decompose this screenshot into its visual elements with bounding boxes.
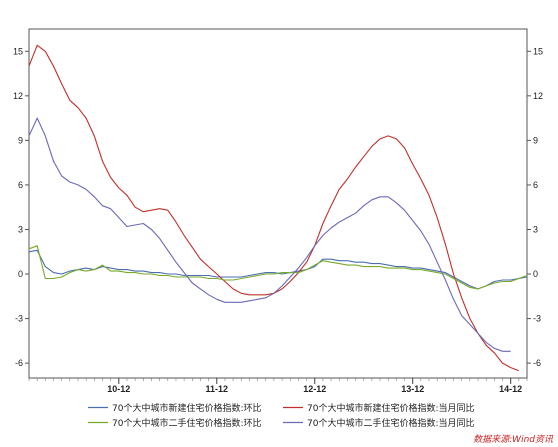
y-tick-label-right: 6 xyxy=(533,180,538,190)
y-axis-right: 15 12 9 6 3 0 -3 -6 xyxy=(527,46,543,368)
y-tick-label-right: -6 xyxy=(533,358,541,368)
legend-label: 70个大中城市新建住宅价格指数:当月同比 xyxy=(307,402,475,414)
y-tick-label-right: 0 xyxy=(533,269,538,279)
legend-item-new-mom: 70个大中城市新建住宅价格指数:环比 xyxy=(88,402,262,414)
y-tick-label-right: -3 xyxy=(533,314,541,324)
legend-label: 70个大中城市二手住宅价格指数:当月同比 xyxy=(307,417,475,429)
y-tick-label-right: 12 xyxy=(533,91,543,101)
y-tick-label: 6 xyxy=(18,180,23,190)
y-tick-label-right: 15 xyxy=(533,46,543,56)
x-tick-label: 12-12 xyxy=(303,384,326,394)
x-tick-label: 10-12 xyxy=(107,384,130,394)
legend-item-second-yoy: 70个大中城市二手住宅价格指数:当月同比 xyxy=(283,417,475,429)
legend: 70个大中城市新建住宅价格指数:环比 70个大中城市新建住宅价格指数:当月同比 … xyxy=(88,402,475,429)
y-tick-label-right: 3 xyxy=(533,224,538,234)
x-tick-label: 13-12 xyxy=(401,384,424,394)
y-tick-label: 15 xyxy=(13,46,23,56)
x-tick-label: 14-12 xyxy=(499,384,522,394)
x-axis: 10-12 11-12 12-12 13-12 14-12 xyxy=(28,378,528,394)
legend-item-new-yoy: 70个大中城市新建住宅价格指数:当月同比 xyxy=(283,402,475,414)
legend-item-second-mom: 70个大中城市二手住宅价格指数:环比 xyxy=(88,417,262,429)
y-axis-left: 15 12 9 6 3 0 -3 -6 xyxy=(13,46,29,368)
series-lines xyxy=(28,44,528,372)
legend-label: 70个大中城市二手住宅价格指数:环比 xyxy=(112,417,262,429)
y-tick-label: 0 xyxy=(18,269,23,279)
y-tick-label: 12 xyxy=(13,91,23,101)
source-note: 数据来源:Wind资讯 xyxy=(473,434,554,445)
y-tick-label: 9 xyxy=(18,135,23,145)
y-tick-label-right: 9 xyxy=(533,135,538,145)
series-line-second-mom xyxy=(28,245,528,290)
series-line-second-yoy xyxy=(28,117,511,352)
legend-label: 70个大中城市新建住宅价格指数:环比 xyxy=(112,402,262,414)
plot-area xyxy=(28,28,528,379)
y-tick-label: 3 xyxy=(18,224,23,234)
y-tick-label: -3 xyxy=(15,314,23,324)
y-tick-label: -6 xyxy=(15,358,23,368)
x-tick-label: 11-12 xyxy=(206,384,229,394)
